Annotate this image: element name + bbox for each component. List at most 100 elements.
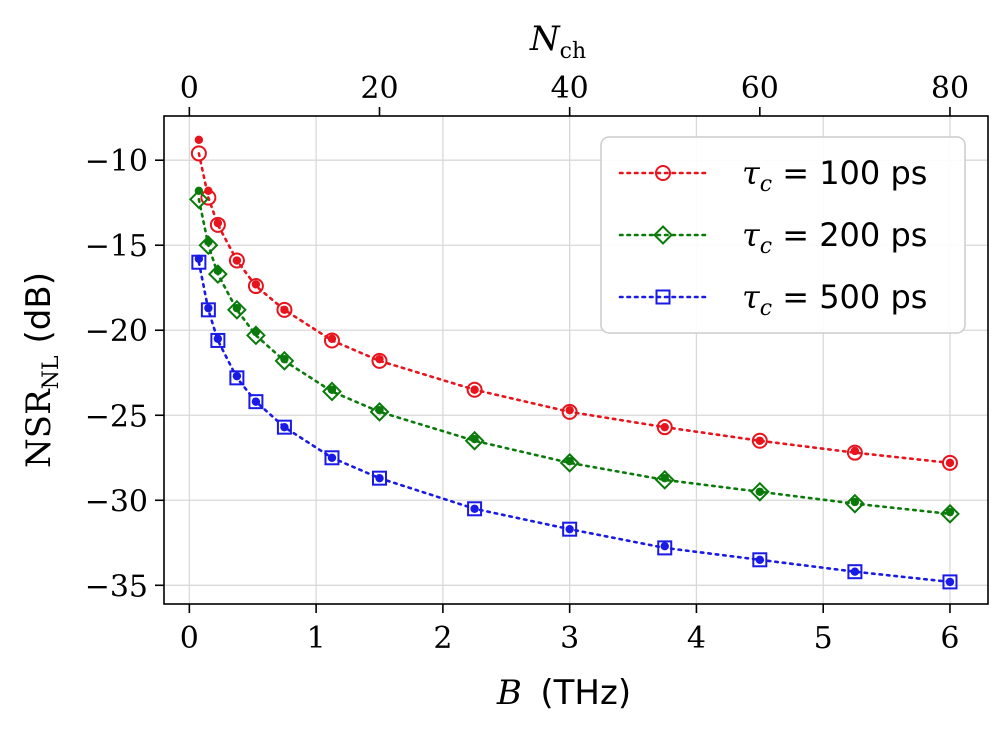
x-tick-label: 3 bbox=[560, 621, 579, 656]
x-axis-unit: (THz) bbox=[540, 673, 631, 713]
x-tick-label: 4 bbox=[687, 621, 706, 656]
series-dot bbox=[213, 334, 223, 343]
series-dot bbox=[251, 280, 261, 289]
top-tick-label: 20 bbox=[360, 71, 398, 106]
series-dot bbox=[232, 371, 242, 381]
series-marker bbox=[274, 350, 295, 371]
series-line bbox=[197, 152, 952, 465]
series-dot bbox=[251, 327, 261, 337]
legend-box bbox=[600, 136, 966, 334]
series-marker bbox=[466, 381, 483, 398]
legend-entry: τc = 500 ps bbox=[618, 278, 927, 321]
series-marker bbox=[198, 235, 219, 256]
series-marker bbox=[229, 370, 245, 386]
series-dot bbox=[565, 524, 574, 534]
top-axis-main: N bbox=[529, 19, 561, 59]
series-marker bbox=[276, 301, 293, 318]
legend-entry: τc = 200 ps bbox=[618, 216, 927, 259]
series-dot bbox=[280, 422, 289, 432]
top-axis-sub: ch bbox=[560, 39, 587, 64]
y-tick-label: −15 bbox=[85, 229, 148, 264]
series-dot bbox=[565, 456, 574, 466]
y-tick-label: −10 bbox=[85, 144, 148, 179]
series-marker bbox=[369, 401, 390, 422]
y-tick-label: −25 bbox=[85, 399, 148, 434]
x-tick-label: 5 bbox=[814, 621, 833, 656]
legend-entry: τc = 100 ps bbox=[618, 154, 927, 197]
series-dot bbox=[850, 446, 860, 456]
series-1 bbox=[190, 135, 958, 471]
series-marker bbox=[657, 540, 673, 556]
series-marker bbox=[656, 419, 673, 436]
x-axis-title: B (THz) bbox=[496, 673, 631, 713]
series-layer bbox=[188, 135, 960, 590]
series-dot bbox=[470, 504, 479, 513]
legend-symbol: τ bbox=[742, 154, 761, 192]
series-dot bbox=[194, 186, 204, 196]
series-marker bbox=[371, 352, 388, 369]
legend-value: = 100 ps bbox=[772, 154, 927, 192]
series-marker bbox=[209, 216, 226, 233]
series-marker bbox=[752, 552, 768, 568]
series-marker bbox=[561, 403, 578, 420]
series-dot bbox=[232, 303, 242, 313]
series-marker bbox=[844, 493, 865, 514]
x-tick-label: 6 bbox=[940, 621, 959, 656]
legend-subscript: c bbox=[760, 234, 772, 259]
series-marker bbox=[324, 450, 340, 466]
y-axis-main: NSR bbox=[19, 388, 59, 468]
y-tick-label: −30 bbox=[85, 484, 148, 519]
series-marker bbox=[847, 564, 863, 580]
series-dot bbox=[194, 135, 204, 145]
series-marker bbox=[562, 521, 578, 537]
series-3 bbox=[191, 254, 958, 590]
series-dot bbox=[213, 218, 223, 228]
legend-value: = 200 ps bbox=[772, 216, 927, 254]
top-tick-label: 60 bbox=[741, 71, 779, 106]
series-dot bbox=[470, 385, 479, 394]
plot-frame bbox=[163, 115, 989, 605]
series-marker bbox=[323, 332, 340, 349]
legend-label: τc = 500 ps bbox=[742, 278, 927, 321]
top-axis-title: Nch bbox=[529, 19, 586, 64]
series-line bbox=[197, 260, 952, 584]
series-dot bbox=[660, 422, 669, 432]
series-dot bbox=[204, 186, 213, 196]
series-marker bbox=[464, 430, 485, 451]
series-marker bbox=[940, 503, 960, 524]
series-marker bbox=[210, 332, 226, 348]
legend-symbol: τ bbox=[742, 216, 761, 254]
series-dot bbox=[204, 237, 213, 247]
series-marker bbox=[200, 302, 216, 318]
series-dot bbox=[945, 458, 955, 468]
series-dot bbox=[280, 354, 289, 364]
legend-marker bbox=[655, 289, 671, 305]
series-marker bbox=[226, 299, 247, 320]
series-marker bbox=[846, 444, 863, 461]
series-marker bbox=[228, 252, 245, 269]
series-dot bbox=[204, 303, 213, 313]
series-dot bbox=[375, 354, 384, 364]
series-dot bbox=[850, 497, 860, 507]
top-tick-label: 40 bbox=[551, 71, 589, 106]
series-dot bbox=[327, 385, 337, 394]
series-marker bbox=[207, 264, 228, 285]
series-dot bbox=[660, 473, 669, 483]
series-marker bbox=[941, 454, 958, 471]
series-dot bbox=[755, 555, 765, 564]
series-dot bbox=[755, 436, 765, 445]
legend-subscript: c bbox=[760, 296, 772, 321]
series-dot bbox=[280, 305, 289, 315]
series-dot bbox=[375, 405, 384, 415]
series-dot bbox=[327, 334, 337, 343]
series-2 bbox=[188, 186, 960, 524]
series-marker bbox=[654, 469, 675, 490]
legend-marker bbox=[655, 165, 671, 181]
series-dot bbox=[850, 567, 860, 576]
series-marker bbox=[467, 501, 483, 517]
series-marker bbox=[188, 189, 209, 210]
series-dot bbox=[251, 397, 261, 406]
